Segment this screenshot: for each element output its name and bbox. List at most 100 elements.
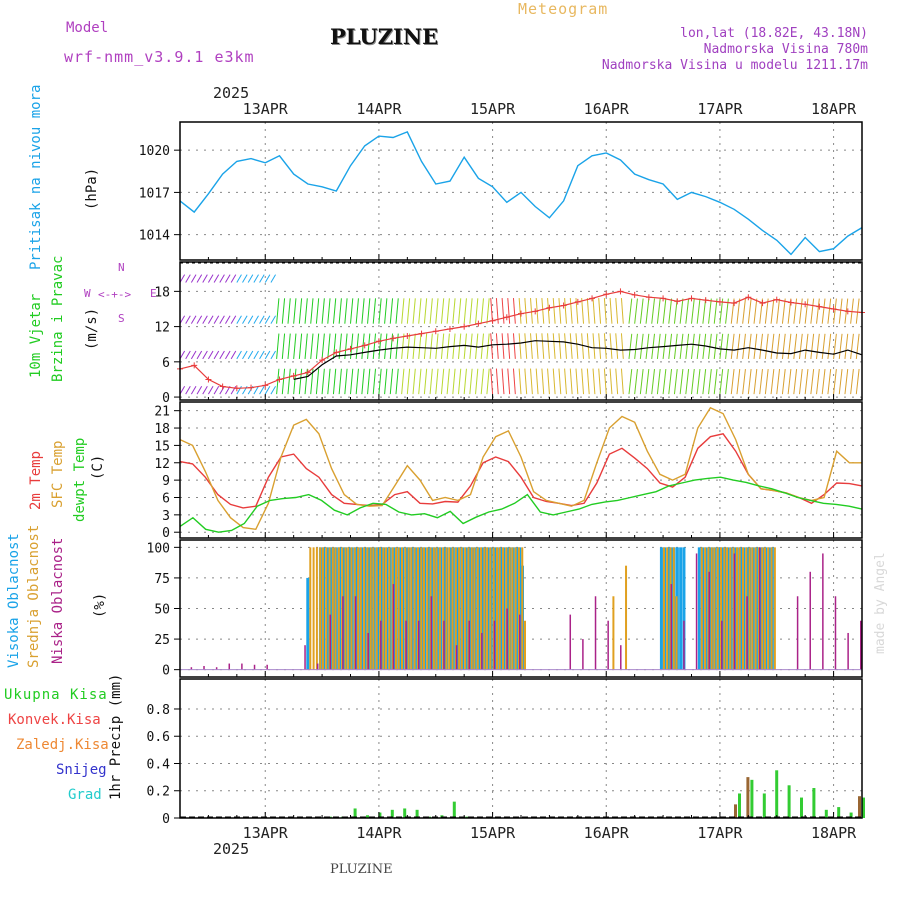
day-label-top: 16APR [584,100,630,118]
wind-arrow [213,315,220,324]
cloud-mid-bar [353,547,356,670]
wind-tick-label: 18 [154,285,170,300]
wind-arrow [384,333,388,359]
precip-total-bar [775,770,779,818]
cloud-mid-bar [369,547,372,670]
wind-arrow [713,298,718,324]
wind-arrow [673,298,678,324]
wind-arrow [691,369,695,395]
wind-arrow [798,369,803,395]
wind-arrow [384,368,388,395]
wind-arrow [696,298,701,324]
wind-arrow [259,274,265,283]
wind-arrow [764,298,769,324]
wind-arrow [821,333,826,359]
cloud-low-bar [241,663,243,670]
wind-arrow [810,369,815,395]
precip-total-bar [750,779,754,818]
wind-arrow [855,333,860,359]
wind-arrow [702,369,707,395]
wind-arrow [547,333,550,359]
wind-arrow [406,368,411,395]
wind-arrow [833,369,837,395]
wind-gust-point [802,301,809,308]
wind-gust-point [617,288,624,295]
wind-arrow [281,298,286,324]
wind-arrow [501,333,505,359]
wind-arrow [530,298,533,324]
cloud-mid-bar [404,547,407,670]
wind-arrow [207,350,214,360]
cloud-mid-bar [410,547,413,670]
wind-arrow [838,333,843,359]
day-label-top: 17APR [697,100,743,118]
wind-arrow [185,385,191,395]
model-label: Model [66,20,109,36]
cloud-tick-label: 100 [147,541,170,556]
cloud-mid-bar [429,547,432,670]
cloud-high-bar [306,577,310,670]
wind-arrow [662,298,667,324]
wind-arrow [446,298,450,324]
cloud-mid-bar [422,547,425,670]
wind-gust-point [546,304,553,311]
wind-arrow [530,333,533,359]
cloud-mid-bar [341,547,344,670]
wind-arrow [389,333,394,359]
temperature-tick-label: 18 [154,422,170,437]
wind-arrow [592,368,596,395]
wind-gust-point [276,376,283,383]
pressure-panel-frame [179,121,863,261]
wind-arrow [524,333,528,359]
cloud-mid-bar [742,547,745,670]
wind-arrow [691,298,695,324]
wind-arrow [691,333,695,359]
day-label-bottom: 15APR [470,824,516,842]
wind-arrow [429,298,433,324]
wind-arrow [270,315,276,324]
cloud-mid-bar [726,547,729,670]
wind-arrow [810,333,815,359]
wind-arrow [196,274,203,283]
wind-arrow [463,368,467,395]
wind-arrow [185,315,191,324]
wind-arrow [798,333,803,359]
wind-arrow [395,368,399,395]
wind-arrow [293,333,297,359]
cloud-mid-bar [707,547,710,670]
wind-arrow [609,368,613,395]
wind-arrow [395,298,399,324]
wind-arrow [338,298,342,324]
cloud-mid-bar [435,547,438,670]
wind-arrow [736,298,741,324]
wind-arrow [423,298,428,324]
axis-labels-layer: 1020101710141812602118151296301007550250… [139,100,857,842]
precip-total-bar [837,807,841,818]
wind-arrow [628,333,633,359]
wind-gust-point [375,338,382,345]
wind-arrow [609,333,613,359]
wind-arrow [838,369,843,395]
cloud-low-bar [215,667,218,670]
cloud-low-bar [354,596,357,670]
cloud-low-bar [758,547,761,670]
wind-arrow [753,333,758,359]
wind-arrow [524,298,528,324]
wind-arrow [651,298,655,324]
wind-arrow [620,333,624,359]
day-label-bottom: 18APR [811,824,857,842]
wind-arrow [293,368,297,395]
wind-arrow [225,350,231,360]
cloud-mid-bar [480,547,483,670]
wind-gust-point [262,382,269,389]
wind-arrow [816,298,820,324]
wind-arrow [518,333,522,359]
wind-arrow [190,385,197,395]
wind-arrow [179,350,186,360]
compass-s: S [118,312,125,325]
wind-arrow [781,298,786,324]
cloud-mid-bar [498,547,501,670]
wind-arrow [639,298,644,324]
precip-tick-label: 0.2 [147,785,170,800]
wind-arrow [620,368,624,395]
